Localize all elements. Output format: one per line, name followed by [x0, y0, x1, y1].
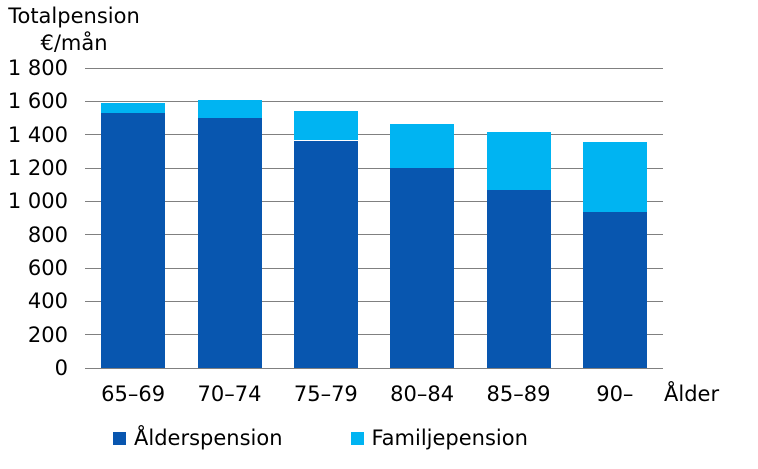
bar-segment-familjepension [390, 123, 455, 168]
bar-segment-familjepension [197, 99, 262, 118]
bar-segment-familjepension [293, 111, 358, 141]
bar-segment-familjepension [486, 132, 551, 190]
y-tick-label: 800 [27, 222, 68, 247]
x-tick-label: 70–74 [197, 382, 262, 406]
legend-label: Ålderspension [134, 426, 283, 450]
legend-swatch-icon [113, 432, 126, 445]
gridline [85, 200, 663, 202]
gridline [85, 334, 663, 336]
y-tick-label: 0 [54, 356, 68, 380]
gridline [85, 67, 663, 69]
bar-segment-alderspension [101, 113, 166, 368]
legend-item: Familjepension [350, 426, 528, 451]
legend-swatch-icon [350, 432, 364, 445]
gridline [85, 100, 663, 102]
y-tick-label: 1 600 [7, 89, 68, 114]
bar-segment-familjepension [101, 103, 166, 113]
gridline [85, 167, 663, 169]
gridline [85, 367, 663, 369]
chart-title-line1: Totalpension [8, 4, 140, 28]
bar-segment-familjepension [582, 142, 647, 213]
bar-segment-alderspension [486, 189, 551, 368]
bar-segment-alderspension [293, 140, 358, 368]
chart-title-line2: €/mån [40, 31, 108, 55]
x-tick-label: 65–69 [101, 382, 166, 406]
y-tick-label: 1 800 [7, 56, 68, 80]
x-tick-label: 85–89 [486, 382, 551, 406]
y-tick-label: 400 [27, 289, 68, 314]
chart-title: Totalpension €/mån [1, 3, 147, 57]
legend: Ålderspension Familjepension [113, 426, 596, 451]
y-tick-label: 200 [27, 322, 68, 347]
gridline [85, 300, 663, 302]
gridline [85, 267, 663, 269]
legend-label: Familjepension [371, 426, 528, 450]
y-tick-label: 600 [27, 256, 68, 280]
y-tick-label: 1 200 [7, 156, 68, 180]
x-tick-label: 75–79 [293, 382, 358, 406]
y-tick-label: 1 000 [7, 189, 68, 214]
x-tick-label: 80–84 [390, 382, 455, 406]
gridline [85, 134, 663, 136]
x-tick-label: 90– [596, 382, 634, 406]
x-axis-title: Ålder [664, 382, 720, 406]
legend-item: Ålderspension [113, 426, 283, 451]
bar-segment-alderspension [390, 168, 455, 368]
bar-segment-alderspension [582, 212, 647, 368]
gridline [85, 234, 663, 236]
bar-segment-alderspension [197, 118, 262, 368]
y-tick-label: 1 400 [7, 122, 68, 147]
